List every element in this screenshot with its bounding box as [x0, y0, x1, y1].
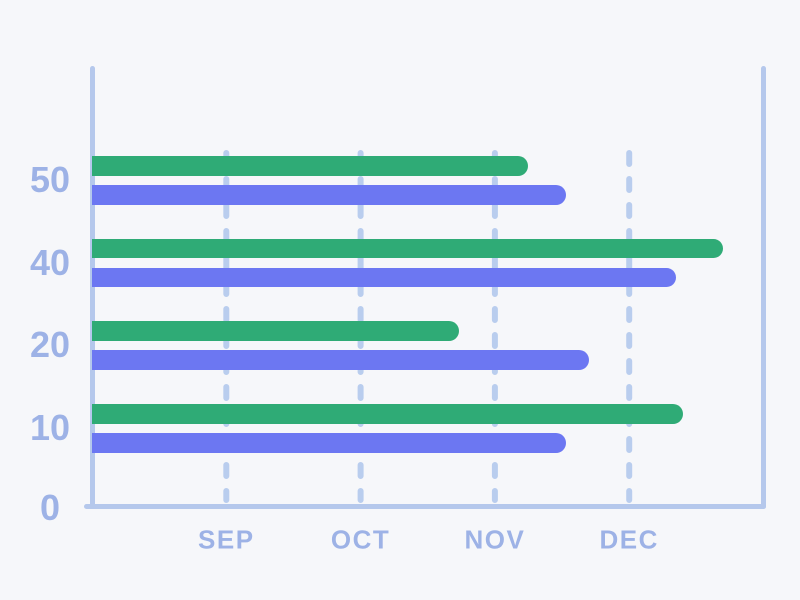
y-tick-label-20: 20 — [29, 324, 71, 366]
bar-green-row-10 — [92, 404, 683, 424]
y-tick-label-40: 40 — [29, 241, 71, 283]
right-border-line — [761, 66, 766, 509]
x-tick-label-dec: DEC — [599, 524, 659, 555]
bar-green-row-40 — [92, 238, 724, 259]
x-axis-line — [84, 504, 766, 509]
x-tick-label-oct: OCT — [330, 524, 391, 555]
x-tick-label-sep: SEP — [198, 524, 255, 555]
bar-purple-row-40 — [92, 267, 677, 288]
bar-green-row-50 — [92, 156, 529, 176]
bar-purple-row-10 — [92, 433, 567, 453]
y-axis-line — [89, 66, 95, 509]
bar-green-row-20 — [92, 321, 459, 341]
y-tick-label-50: 50 — [29, 159, 71, 200]
x-tick-label-nov: NOV — [464, 524, 526, 555]
y-tick-label-10: 10 — [29, 407, 71, 449]
bar-purple-row-50 — [92, 185, 567, 205]
bar-purple-row-20 — [92, 350, 589, 370]
y-tick-label-0: 0 — [39, 487, 61, 528]
